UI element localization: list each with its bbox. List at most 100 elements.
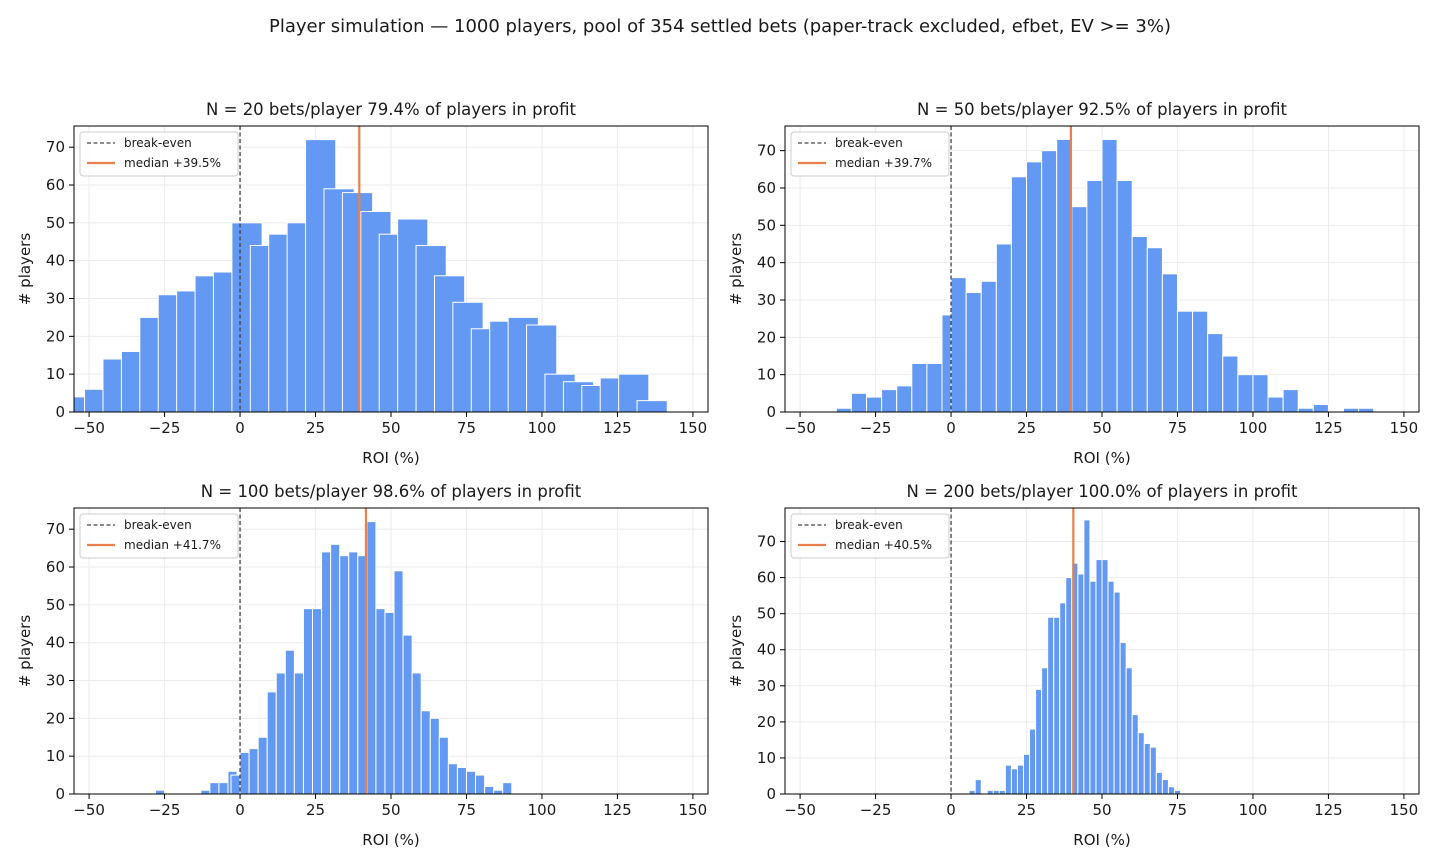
histogram-bar [1035,688,1043,794]
histogram-bar [995,243,1012,412]
histogram-bar [339,555,350,794]
histogram-bar [321,551,332,794]
legend-label-median: median +39.7% [835,156,932,170]
x-tick-label: −25 [149,419,181,437]
y-tick-label: 20 [757,328,776,346]
histogram-bar [1041,667,1049,794]
histogram-bar [456,767,467,794]
histogram-bar [980,280,997,412]
figure-title: Player simulation — 1000 players, pool o… [269,16,1171,37]
histogram-bar [1358,407,1375,412]
histogram-bar [1053,616,1061,794]
legend: break-even median +40.5% [790,513,950,559]
panel-title: N = 20 bets/player 79.4% of players in p… [206,100,576,119]
histogram-bar [1312,404,1329,412]
histogram-bar [1029,728,1037,794]
histogram-bar [1065,577,1073,794]
histogram-bar [1010,768,1018,794]
legend: break-even median +39.7% [790,131,950,177]
histogram-bar [293,672,304,794]
x-tick-label: 25 [306,419,325,437]
chart-panel-2: −50 −25 0 25 50 75 100 125 150 0 10 20 30 40 50 60 70 N =… [727,100,1420,467]
y-tick-label: 10 [757,749,776,767]
histogram-bar [950,277,967,412]
y-tick-label: 40 [757,254,776,272]
histogram-bar [1252,374,1269,412]
y-tick-label: 50 [757,605,776,623]
bars [155,521,513,794]
histogram-bar [420,710,431,794]
x-tick-label: 125 [1314,801,1343,819]
histogram-bar [384,611,395,794]
histogram-bar [1056,138,1073,412]
histogram-bar [1059,602,1067,794]
x-tick-label: 150 [1390,419,1419,437]
histogram-bar [502,782,513,794]
y-tick-label: 10 [46,747,65,765]
x-tick-label: 75 [457,801,476,819]
y-axis-label: # players [727,615,745,687]
histogram-bar [986,789,994,794]
y-tick-label: 30 [757,677,776,695]
histogram-bar [850,392,868,412]
x-tick-label: 125 [603,801,632,819]
histogram-bar [484,785,495,794]
histogram-bar [998,789,1006,794]
histogram-bar [1107,580,1115,794]
histogram-bar [266,691,277,794]
histogram-bar [239,751,250,794]
legend: break-even median +39.5% [79,131,239,177]
histogram-bar [1149,746,1157,794]
x-tick-label: −50 [784,801,816,819]
legend: break-even median +41.7% [79,513,239,559]
x-tick-label: −50 [73,419,105,437]
histogram-bar [1131,714,1139,794]
histogram-bar [896,385,913,412]
panel-title: N = 50 bets/player 92.5% of players in p… [917,100,1287,119]
histogram-bar [402,634,413,794]
legend-label-median: median +41.7% [124,538,221,552]
histogram-bar [312,608,323,794]
x-tick-label: −25 [149,801,181,819]
y-tick-label: 40 [757,641,776,659]
histogram-bar [375,608,386,794]
bars [968,519,1181,794]
x-tick-label: 50 [381,419,400,437]
histogram-bar [1083,519,1091,794]
y-axis-label: # players [727,233,745,305]
histogram-bar [1222,355,1239,412]
x-tick-label: 0 [235,801,245,819]
y-tick-label: 0 [55,403,65,421]
y-tick-label: 40 [46,634,65,652]
legend-label-break-even: break-even [835,136,903,150]
y-tick-label: 30 [46,672,65,690]
histogram-bar [218,782,229,794]
legend-box [790,131,950,177]
histogram-bar [275,672,286,794]
x-tick-label: 25 [306,801,325,819]
histogram-bar [866,396,883,412]
legend-label-break-even: break-even [835,518,903,532]
histogram-bar [1071,206,1088,412]
chart-panel-4: −50 −25 0 25 50 75 100 125 150 0 10 20 30 40 50 60 70 N =… [727,482,1420,849]
histogram-bar [1004,764,1012,794]
x-tick-label: 100 [1239,419,1268,437]
x-tick-label: 75 [1168,801,1187,819]
histogram-bar [1016,764,1025,794]
histogram-bar [1343,407,1360,412]
histogram-bar [881,389,898,412]
x-tick-label: 25 [1017,801,1036,819]
histogram-bar [835,407,852,412]
legend-label-median: median +40.5% [835,538,932,552]
chart-panel-1: −50 −25 0 25 50 75 100 125 150 0 10 20 30 40 50 60 70 N =… [16,100,709,467]
y-tick-label: 70 [46,520,65,538]
y-tick-label: 70 [757,533,776,551]
x-tick-label: 25 [1017,419,1036,437]
x-tick-label: 50 [381,801,400,819]
legend-label-break-even: break-even [124,518,192,532]
histogram-bar [1143,743,1151,794]
histogram-bar [393,570,404,794]
x-tick-label: 75 [457,419,476,437]
